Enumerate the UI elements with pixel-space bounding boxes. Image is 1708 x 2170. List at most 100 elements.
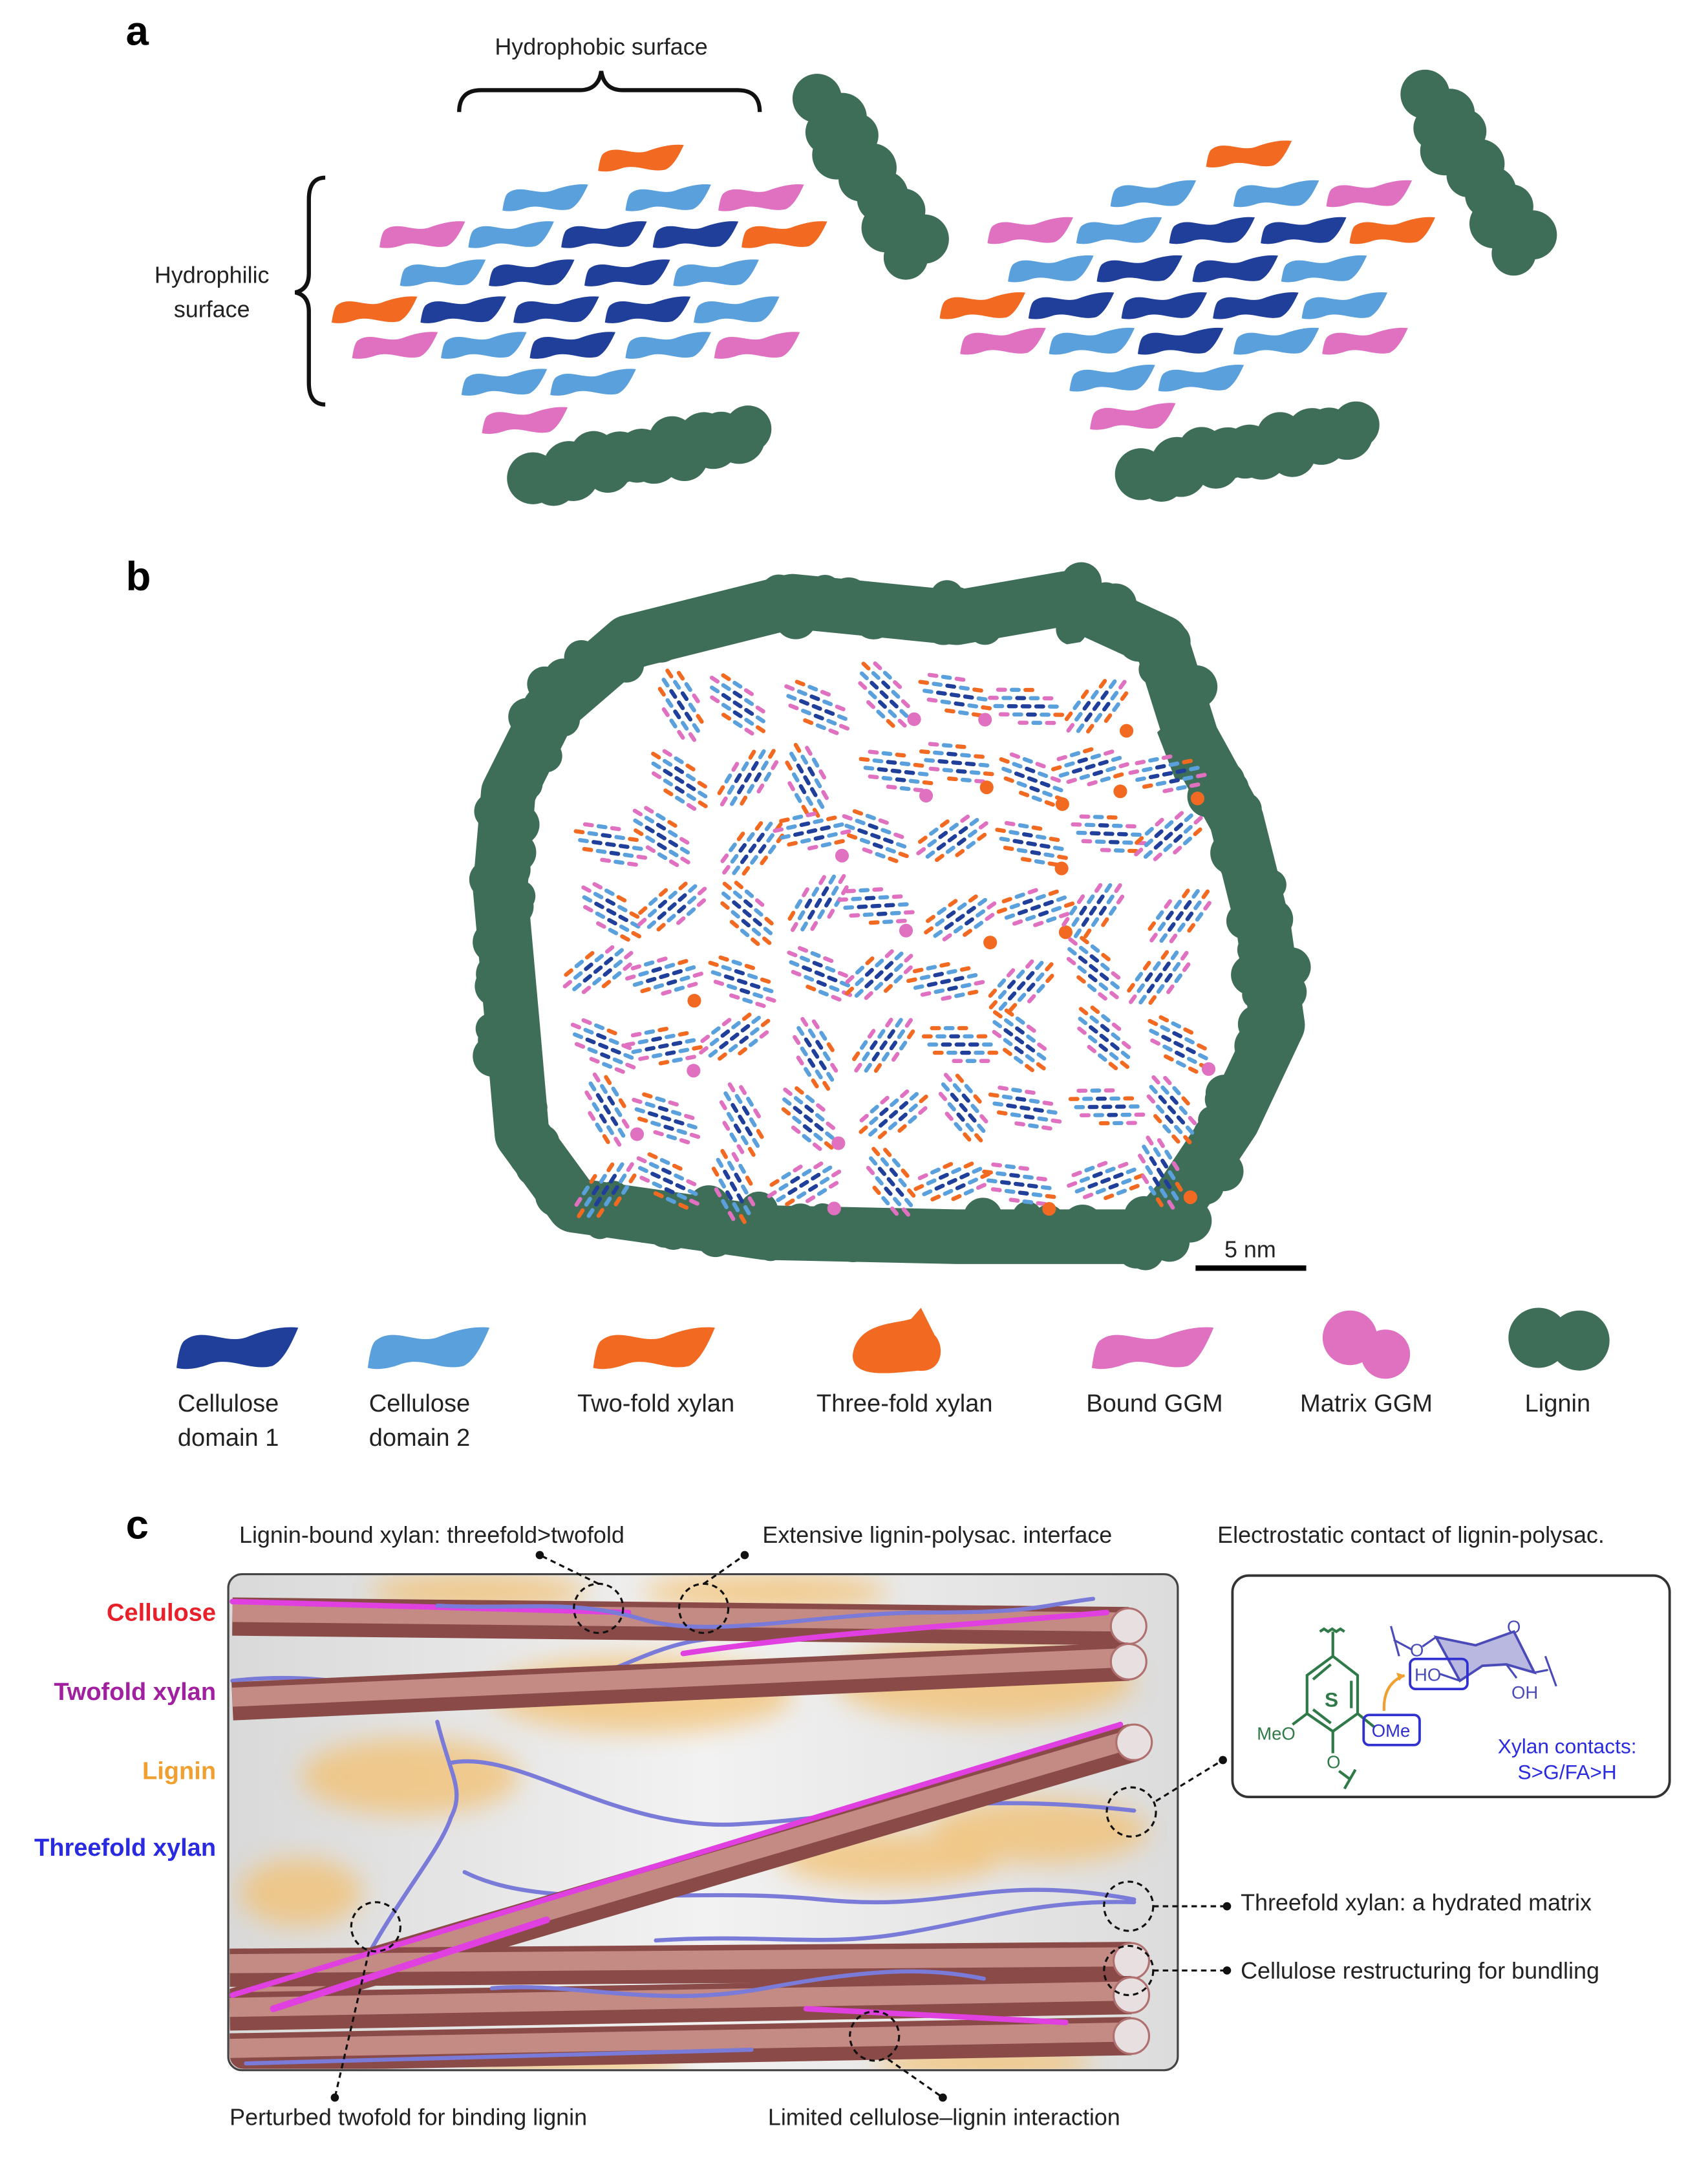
twofold-xylan-chain: [1003, 845, 1014, 851]
cellulose-domain-2-chain: [630, 921, 641, 929]
cellulose-domain-2-chain: [668, 849, 679, 857]
cellulose-domain-1-chain: [1186, 1047, 1196, 1055]
cellulose-domain-1-chain: [804, 1104, 814, 1113]
cellulose-domain-1-chain: [813, 713, 824, 721]
cellulose-domain-1-chain: [663, 768, 673, 777]
fibril-end-cap: [1112, 2017, 1151, 2055]
bound-ggm-chain: [692, 693, 700, 704]
twofold-xylan-chain: [718, 1052, 727, 1061]
cellulose-domain-1-chain: [742, 1105, 750, 1116]
bound-ggm-chain: [714, 332, 800, 359]
cellulose-domain-1-chain: [1020, 704, 1032, 709]
cellulose-domain-2-chain: [1168, 761, 1180, 768]
annotation-limited: Limited cellulose–lignin interaction: [768, 2103, 1120, 2130]
twofold-xylan-chain: [1085, 724, 1094, 734]
bound-ggm-chain: [1079, 814, 1091, 819]
bound-ggm-chain: [893, 680, 902, 689]
cellulose-domain-2-chain: [572, 1032, 584, 1039]
lignin-blob: [1235, 866, 1274, 905]
bound-ggm-chain: [891, 894, 903, 899]
cellulose-domain-2-chain: [1018, 823, 1029, 829]
twofold-xylan-chain: [1120, 1060, 1129, 1069]
cellulose-domain-1-chain: [1192, 255, 1278, 283]
twofold-xylan-chain: [1153, 1113, 1162, 1124]
cellulose-domain-2-chain: [999, 837, 1010, 843]
cellulose-domain-1-chain: [604, 296, 691, 323]
cellulose-domain-1-chain: [668, 839, 678, 848]
cellulose-domain-1-chain: [870, 833, 881, 840]
cellulose-domain-2-chain: [946, 969, 957, 975]
cellulose-domain-2-chain: [1069, 364, 1155, 392]
cellulose-domain-2-chain: [786, 824, 797, 830]
bound-ggm-chain: [943, 1073, 953, 1082]
twofold-xylan-chain: [981, 705, 992, 711]
cellulose-domain-2-chain: [863, 766, 875, 771]
cellulose-domain-1-chain: [870, 680, 879, 690]
cellulose-domain-2-chain: [594, 954, 604, 963]
bound-ggm-chain: [828, 728, 839, 735]
cellulose-domain-1-chain: [968, 1042, 979, 1047]
cellulose-domain-1-chain: [607, 1095, 615, 1106]
bound-ggm-chain: [897, 718, 907, 728]
cellulose-domain-2-chain: [743, 698, 754, 706]
cellulose-domain-1-chain: [1030, 850, 1041, 855]
bound-ggm-chain: [600, 857, 611, 863]
bound-ggm-chain: [895, 918, 907, 923]
cellulose-domain-2-chain: [839, 980, 851, 988]
twofold-xylan-chain: [696, 714, 704, 724]
lignin-region: [642, 1575, 888, 1611]
twofold-xylan-chain: [676, 671, 685, 681]
cellulose-domain-1-chain: [592, 1185, 600, 1196]
cellulose-domain-2-chain: [619, 1174, 627, 1184]
cellulose-domain-2-chain: [1143, 850, 1153, 859]
cellulose-domain-2-chain: [1094, 713, 1103, 723]
cellulose-domain-2-chain: [1009, 830, 1019, 835]
microfibril: [574, 1162, 637, 1218]
cellulose-domain-2-chain: [698, 790, 708, 799]
twofold-xylan-chain: [1045, 973, 1054, 983]
bound-ggm-chain: [662, 749, 672, 757]
twofold-xylan-chain: [606, 1162, 615, 1172]
cellulose-domain-1-chain: [645, 1046, 656, 1051]
cellulose-domain-1-chain: [898, 1112, 908, 1121]
cellulose-domain-2-chain: [1004, 1188, 1016, 1194]
lignin-blob: [864, 1218, 902, 1256]
cellulose-domain-1-chain: [736, 978, 748, 985]
cellulose-domain-2-chain: [623, 852, 634, 858]
cellulose-domain-2-chain: [874, 982, 884, 991]
cellulose-domain-2-chain: [1001, 696, 1013, 700]
cellulose-domain-2-chain: [1090, 753, 1102, 760]
matrix-polysaccharide: [827, 1201, 841, 1216]
twofold-xylan-chain: [764, 917, 774, 926]
twofold-xylan-chain: [1063, 901, 1075, 908]
cellulose-domain-2-chain: [1098, 982, 1109, 991]
bound-ggm-chain: [788, 704, 799, 711]
cellulose-domain-2-chain: [468, 221, 554, 248]
cellulose-domain-2-chain: [625, 332, 711, 359]
bound-ggm-chain: [661, 989, 672, 996]
bound-ggm-chain: [1103, 749, 1115, 756]
bound-ggm-chain: [1087, 780, 1098, 786]
bound-ggm-chain: [838, 874, 846, 885]
cellulose-domain-2-chain: [750, 1027, 760, 1036]
bound-ggm-chain: [722, 865, 731, 875]
cellulose-domain-2-chain: [789, 751, 797, 762]
microfibril: [711, 1148, 756, 1224]
cellulose-domain-2-chain: [670, 1110, 682, 1116]
cellulose-domain-1-chain: [1137, 327, 1224, 355]
twofold-xylan-chain: [918, 680, 930, 685]
cellulose-domain-1-chain: [1089, 954, 1100, 963]
cellulose-domain-2-chain: [1144, 826, 1154, 836]
matrix-ggm-icon: [1361, 1329, 1411, 1379]
cellulose-domain-1-chain: [749, 982, 761, 989]
hydrophobic-label: Hydrophobic surface: [495, 34, 707, 60]
cellulose-domain-1-chain: [657, 1043, 669, 1049]
bound-ggm-chain: [592, 882, 603, 890]
cellulose-domain-1-chain: [877, 700, 887, 709]
bound-ggm-chain: [604, 945, 615, 954]
cellulose-domain-2-chain: [1003, 1038, 1013, 1046]
bound-ggm-chain: [1128, 769, 1140, 775]
matrix-polysaccharide: [899, 923, 913, 938]
cellulose-domain-2-chain: [891, 1158, 901, 1168]
cellulose-domain-2-chain: [1037, 1116, 1049, 1122]
